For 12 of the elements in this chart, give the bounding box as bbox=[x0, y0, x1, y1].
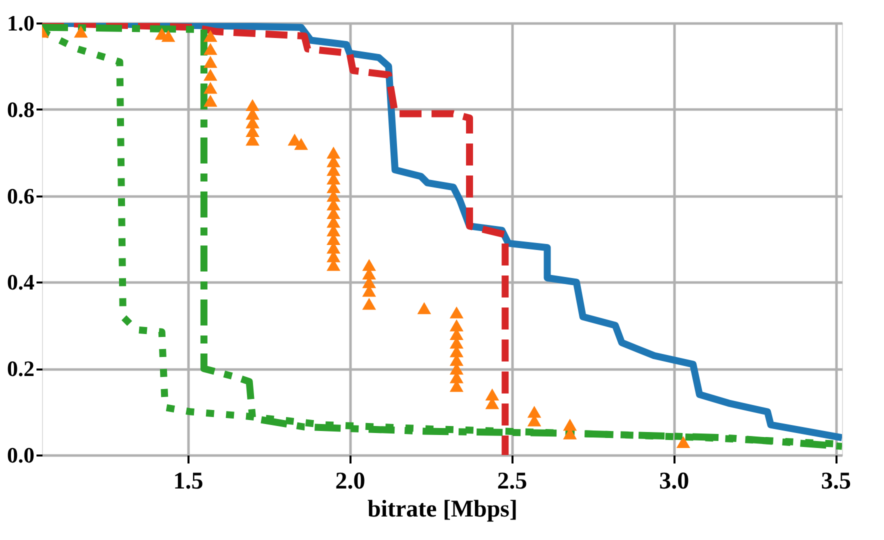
x-tick-label: 3.0 bbox=[659, 468, 690, 494]
y-tick-label: 0.2 bbox=[7, 356, 34, 382]
y-tick-label: 0.6 bbox=[7, 183, 34, 208]
y-tick-label: 0.0 bbox=[7, 442, 34, 468]
x-tick-label: 2.5 bbox=[497, 468, 528, 494]
x-tick-label: 1.5 bbox=[173, 468, 204, 494]
x-tick-label: 3.5 bbox=[821, 468, 852, 494]
y-tick-label: 0.4 bbox=[7, 270, 34, 295]
x-axis-title: bitrate [Mbps] bbox=[368, 496, 518, 522]
x-tick-label: 2.0 bbox=[335, 468, 366, 494]
y-tick-label: 1.0 bbox=[7, 10, 34, 36]
y-tick-label: 0.8 bbox=[7, 96, 34, 122]
